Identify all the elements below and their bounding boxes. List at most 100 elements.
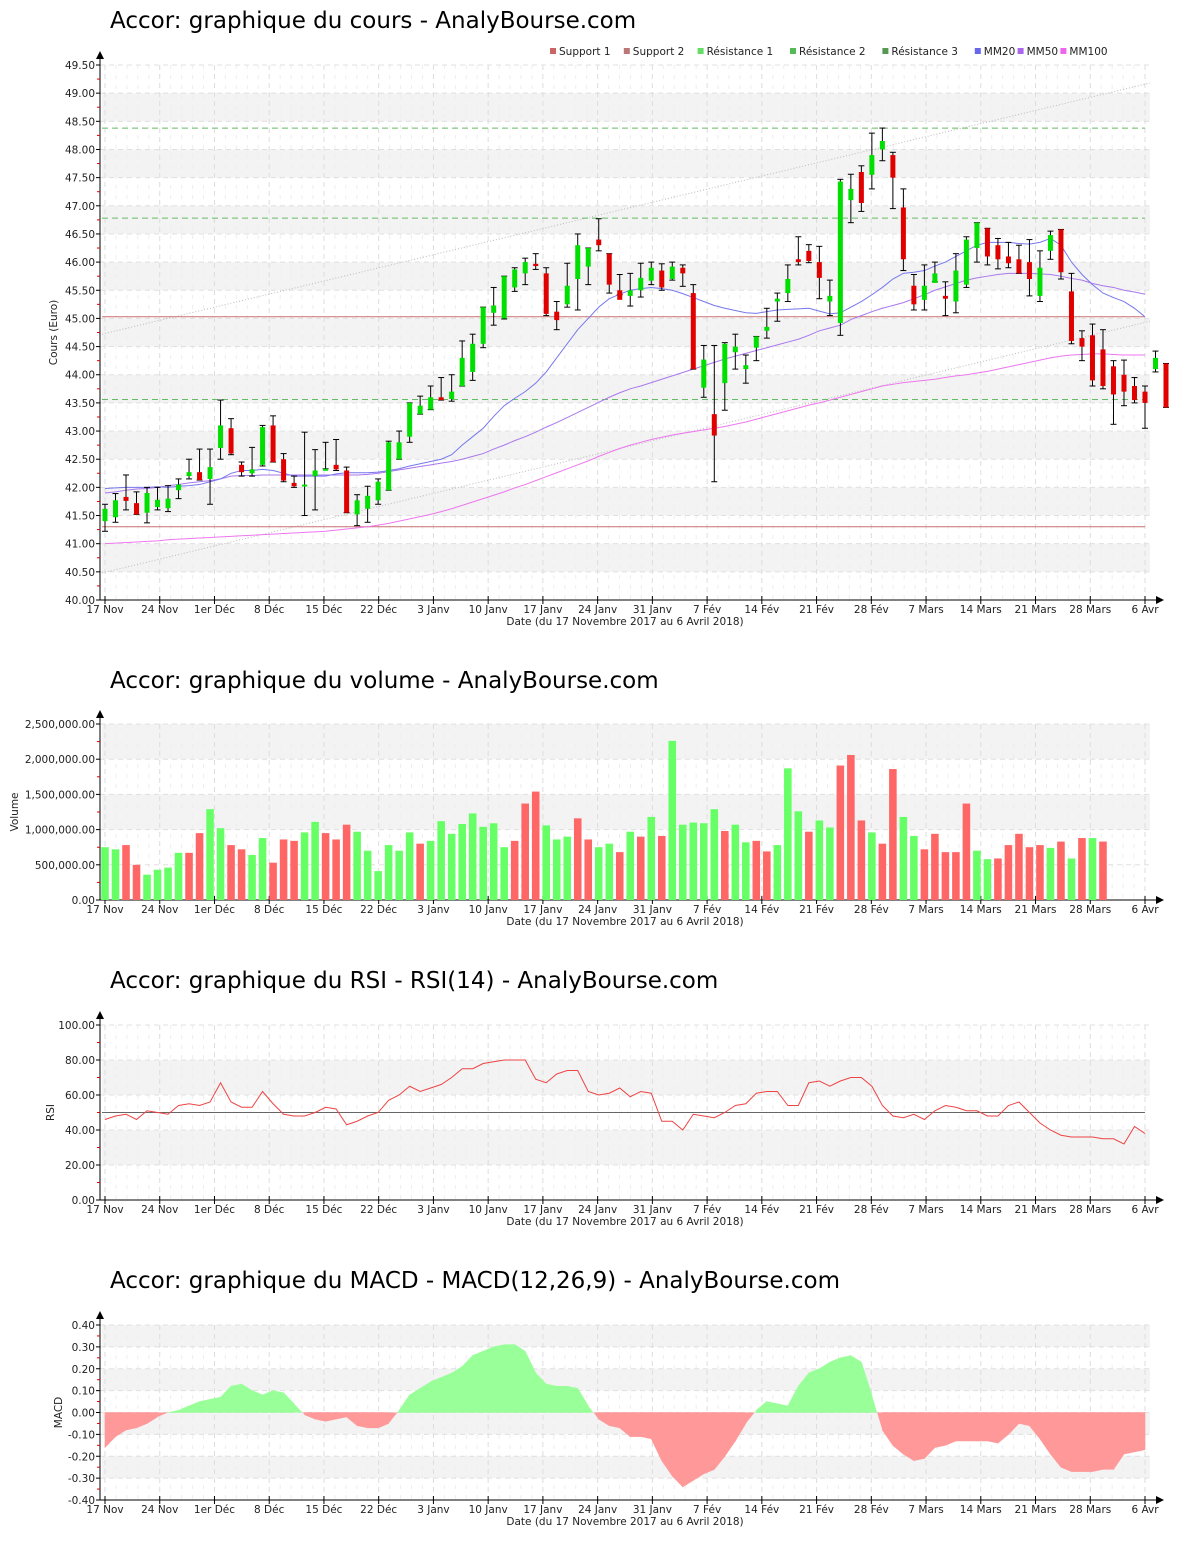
volume-bar: [689, 822, 698, 900]
x-tick-label: 21 Mars: [1015, 604, 1057, 616]
candle: [1110, 360, 1117, 425]
y-tick-label: -0.20: [68, 1451, 95, 1463]
macd-area: [125, 1412, 137, 1431]
candle: [438, 377, 445, 401]
macd-area: [482, 1346, 494, 1413]
volume-bar: [889, 769, 897, 900]
y-tick-label: 20.00: [65, 1160, 95, 1172]
candle: [868, 132, 875, 190]
volume-bar: [805, 831, 813, 900]
y-tick-label: 47.00: [65, 201, 95, 213]
x-tick-label: 1er Déc: [194, 1504, 235, 1516]
volume-chart: 0.00 500,000.00 1,000,000.00 1,500,000.00 2,…: [9, 710, 1164, 928]
y-tick-label: -0.40: [68, 1495, 95, 1507]
volume-bar: [174, 852, 183, 900]
volume-bar: [195, 833, 204, 900]
y-tick-label: 45.50: [65, 285, 95, 297]
volume-chart-title: Accor: graphique du volume - AnalyBourse…: [110, 668, 659, 694]
macd-area: [545, 1383, 558, 1413]
candle: [259, 424, 266, 467]
macd-area: [472, 1350, 484, 1413]
candle: [459, 340, 466, 387]
x-tick-label: 8 Déc: [254, 1204, 285, 1216]
volume-bar: [531, 791, 540, 900]
volume-bar: [1078, 838, 1086, 900]
volume-bar: [332, 839, 340, 900]
x-tick-label: 7 Fév: [693, 1504, 721, 1516]
x-tick-label: 3 Janv: [417, 1204, 449, 1216]
x-tick-label: 1er Déc: [194, 604, 235, 616]
macd-area: [451, 1366, 463, 1413]
candle: [994, 237, 1001, 270]
candle: [679, 264, 686, 287]
macd-area: [167, 1409, 179, 1413]
y-tick-label: -0.10: [68, 1429, 95, 1441]
x-tick-label: 31 Janv: [633, 904, 672, 916]
candle: [270, 415, 277, 463]
x-tick-label: 15 Déc: [305, 604, 342, 616]
volume-bar: [258, 838, 267, 900]
volume-bar: [605, 843, 614, 900]
x-tick-label: 3 Janv: [417, 1504, 449, 1516]
y-tick-label: 41.00: [65, 539, 95, 551]
volume-bar: [437, 821, 445, 900]
macd-area: [682, 1412, 694, 1488]
x-tick-label: 31 Janv: [633, 604, 672, 616]
candle: [1099, 329, 1106, 390]
candle: [574, 233, 581, 311]
y-axis-label: Volume: [9, 792, 21, 831]
candle: [564, 262, 571, 308]
volume-bar: [815, 820, 824, 900]
candle: [826, 279, 833, 317]
macd-area: [1081, 1412, 1093, 1472]
x-tick-label: 24 Nov: [141, 904, 178, 916]
x-tick-label: 22 Déc: [360, 1204, 397, 1216]
volume-bar: [510, 840, 519, 900]
candle: [186, 458, 193, 480]
macd-area: [892, 1412, 904, 1455]
macd-area: [808, 1368, 820, 1413]
candle: [648, 261, 655, 286]
x-tick-label: 24 Janv: [578, 604, 617, 616]
candle: [1142, 385, 1148, 429]
y-tick-label: 60.00: [65, 1090, 95, 1102]
grid-band: [102, 431, 1150, 460]
legend-swatch: [1017, 48, 1024, 54]
y-tick-label: 0.00: [72, 1408, 95, 1420]
macd-area: [388, 1412, 398, 1424]
volume-bar: [521, 803, 529, 900]
volume-bar: [878, 843, 887, 900]
x-tick-label: 28 Fév: [854, 904, 889, 916]
candle: [301, 431, 308, 517]
y-tick-label: 49.50: [65, 60, 95, 72]
macd-area: [924, 1412, 936, 1460]
macd-area: [283, 1392, 295, 1413]
candle: [921, 264, 928, 311]
volume-bar: [563, 836, 572, 900]
volume-bar: [784, 768, 792, 900]
x-tick-label: 10 Janv: [469, 1204, 508, 1216]
candle: [973, 222, 980, 263]
macd-area: [877, 1412, 883, 1430]
volume-bar: [542, 825, 550, 900]
volume-bar: [468, 813, 477, 900]
grid-band: [102, 318, 1150, 347]
candle: [480, 306, 487, 349]
x-tick-label: 15 Déc: [305, 1204, 342, 1216]
volume-bar: [363, 850, 372, 900]
grid-band: [102, 724, 1150, 760]
macd-area: [819, 1361, 831, 1413]
macd-area: [629, 1412, 642, 1437]
x-tick-label: 31 Janv: [633, 1204, 672, 1216]
candle: [1068, 272, 1075, 345]
y-axis-label: MACD: [53, 1397, 65, 1428]
candle: [690, 284, 697, 370]
x-tick-label: 21 Mars: [1015, 1504, 1057, 1516]
macd-area: [987, 1412, 999, 1444]
macd-area: [913, 1412, 925, 1461]
macd-area: [514, 1344, 526, 1413]
volume-bar: [500, 847, 508, 900]
volume-bar: [1088, 838, 1097, 900]
x-tick-label: 24 Nov: [141, 604, 178, 616]
candle: [942, 281, 949, 317]
